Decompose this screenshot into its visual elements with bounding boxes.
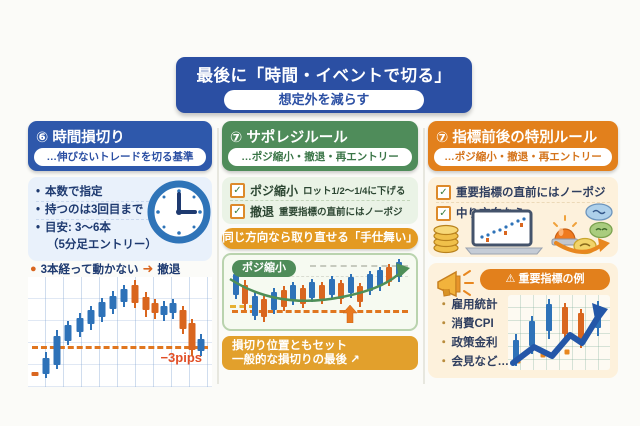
divider [230, 200, 410, 201]
event-rule-header: ⑦ 指標前後の特別ルール …ポジ縮小・撤退・再エントリー [428, 121, 618, 171]
saporeji-chart-card: ポジ縮小 [222, 253, 418, 331]
time-stop-rule-list: • 本数で指定 • 持つのは3回目まで • 目安: 3〜6本 （5分足エントリー） [36, 184, 204, 254]
checkbox-icon: ✓ [230, 203, 245, 219]
arrow-upright-icon: ↗ [350, 354, 360, 366]
page-subtitle: 想定外を減らす [224, 90, 424, 110]
saporeji-checklist-card: ✓ ポジ縮小 ロット1/2〜1/4に下げる ✓ 撤退 重要指標の直前にはノーポジ [222, 177, 418, 224]
column-divider [217, 128, 219, 384]
bullet-icon: ・ [438, 318, 450, 330]
bullet-icon: • [36, 222, 41, 234]
event-examples-card: ⚠ 重要指標の例 ・雇用統計 ・消費CPI ・政策金利 ・会見など… [428, 263, 618, 378]
curved-arrow-icon [554, 238, 610, 254]
time-stop-header: ⑥ 時間損切り …伸びないトレードを切る基準 [28, 121, 212, 171]
section-number: ⑥ [36, 130, 49, 146]
rule-item: （5分足エントリー） [47, 239, 157, 251]
chat-bubbles-icon [573, 203, 613, 255]
support-line [231, 309, 409, 313]
retry-pill: 同じ方向なら取り直せる「手仕舞い」 [222, 228, 418, 249]
rule-item: • 本数で指定 [36, 184, 204, 202]
example-item: ・政策金利 [438, 334, 509, 353]
warning-icon: ⚠ [505, 273, 516, 285]
event-rule-subtitle: …ポジ縮小・撤退・再エントリー [434, 148, 612, 166]
checkbox-icon: ✓ [436, 205, 451, 221]
note-text: 3本経って動かない [40, 264, 139, 276]
orange-dot-icon: ● [30, 263, 37, 275]
time-stop-note: ● 3本経って動かない ➜ 撤退 [30, 261, 180, 277]
example-item: ・会見など… [438, 353, 509, 372]
example-item: ・雇用統計 [438, 296, 509, 315]
rule-item: • 目安: 3〜6本 [36, 220, 204, 237]
event-checklist-card: ✓ 重要指標の直前にはノーポジ ✓ 中り方向なら [428, 177, 618, 257]
bullet-icon: ・ [438, 337, 450, 349]
divider [436, 202, 610, 203]
check-row: ✓ ポジ縮小 ロット1/2〜1/4に下げる [230, 180, 410, 200]
arrow-right-icon: ➜ [142, 261, 154, 276]
megaphone-icon [437, 270, 474, 298]
chart-tag: ポジ縮小 [232, 260, 296, 277]
rule-item: • 持つのは3回目まで [36, 202, 204, 220]
grid-dash [310, 265, 408, 267]
up-trend-arrow [510, 303, 608, 366]
check-row: ✓ 重要指標の直前にはノーポジ [436, 182, 610, 202]
event-rule-title: ⑦ 指標前後の特別ルール [436, 130, 598, 146]
clock-icon [146, 179, 212, 245]
page-title: 最後に「時間・イベントで切る」 [196, 67, 452, 85]
up-arrow-icon [343, 305, 358, 324]
section-number: ⑦ [230, 130, 243, 146]
bullet-icon: • [36, 186, 41, 198]
saporeji-caption: 損切り位置ともセット 一般的な損切りの最後 ↗ [222, 336, 418, 370]
time-stop-title: ⑥ 時間損切り [36, 130, 125, 146]
bullet-icon: ・ [438, 299, 450, 311]
saporeji-candle-chart [224, 255, 416, 329]
saporeji-header: ⑦ サポレジルール …ポジ縮小・撤退・再エントリー [222, 121, 418, 171]
event-mini-chart [508, 295, 610, 370]
pips-label: −3pips [160, 349, 202, 365]
support-line-segment [229, 304, 255, 308]
stop-line [31, 346, 209, 350]
checkbox-icon: ✓ [436, 184, 451, 200]
column-divider [423, 128, 425, 384]
time-stop-subtitle: …伸びないトレードを切る基準 [34, 148, 206, 166]
examples-pill: ⚠ 重要指標の例 [480, 269, 610, 290]
title-banner: 最後に「時間・イベントで切る」 想定外を減らす [176, 57, 472, 113]
examples-list: ・雇用統計 ・消費CPI ・政策金利 ・会見など… [438, 296, 509, 372]
check-row: ✓ 撤退 重要指標の直前にはノーポジ [230, 201, 410, 221]
bullet-icon: ・ [438, 356, 450, 368]
example-item: ・消費CPI [438, 315, 509, 334]
coins-icon [433, 224, 459, 254]
event-illustration [432, 203, 614, 255]
note-result: 撤退 [157, 264, 181, 276]
grid-dash [232, 276, 408, 277]
time-stop-candle-chart: −3pips [28, 277, 212, 387]
saporeji-subtitle: …ポジ縮小・撤退・再エントリー [228, 148, 412, 166]
ma-curve [229, 263, 410, 302]
checkbox-icon: ✓ [230, 182, 245, 198]
bullet-icon: • [36, 204, 41, 216]
section-number: ⑦ [436, 130, 449, 146]
saporeji-title: ⑦ サポレジルール [230, 130, 348, 146]
laptop-chart-icon [464, 209, 544, 255]
